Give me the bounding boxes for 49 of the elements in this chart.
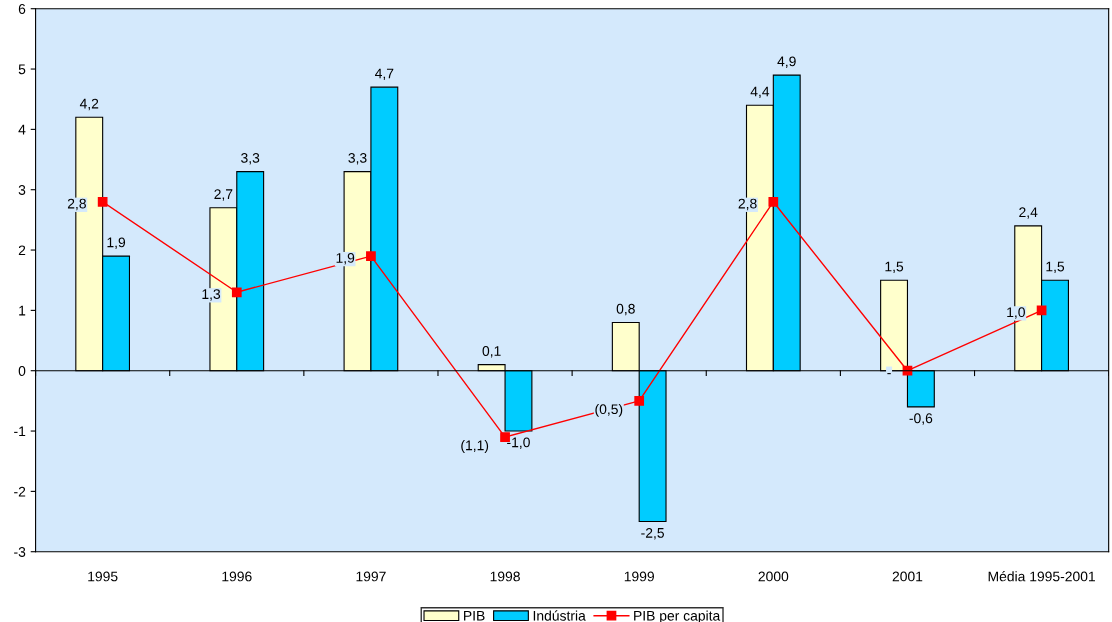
y-tick-label: 2 [18,245,26,256]
legend-label: PIB [464,611,485,621]
x-tick-label: 2001 [892,571,923,582]
x-tick-label: 1999 [624,571,654,582]
data-label: 3,3 [348,153,367,165]
data-label: 2,7 [214,189,233,201]
y-tick-label: 1 [19,305,26,316]
point [768,196,779,207]
data-label: -2,5 [641,527,664,540]
point [97,196,108,207]
data-label: 1,3 [202,289,221,301]
x-tick-label: Média 1995-2001 [988,571,1095,582]
data-label: 0,8 [616,303,635,316]
data-label: 2,8 [738,198,757,211]
data-label: -1,0 [507,437,530,449]
x-tick-label: 1998 [490,571,520,582]
data-label: 4,7 [375,68,394,80]
data-label: 4,2 [79,98,99,111]
x-tick-label: 1996 [222,571,252,582]
data-label: 4,4 [750,86,770,99]
data-label: 1,0 [1007,307,1025,319]
legend-label: Indústria [533,610,586,621]
data-label: -0,6 [909,413,933,425]
y-tick-label: 3 [18,185,26,195]
data-label: 4,9 [777,56,796,68]
data-label: 2,4 [1019,207,1038,219]
data-label: 3,3 [241,153,260,165]
data-label: 1,9 [336,252,355,265]
x-tick-label: 1995 [88,571,118,582]
point [366,251,376,261]
x-tick-label: 2000 [758,571,789,582]
y-tick-label: 4 [18,124,26,135]
data-label: 1,9 [107,237,126,249]
data-label: 0,1 [482,346,501,358]
y-tick-label: 6 [18,4,26,14]
y-tick-label: 0 [18,366,26,376]
y-tick-label: -2 [14,486,26,497]
data-label: 2,8 [67,198,86,211]
point [634,396,645,406]
point [231,287,242,298]
y-tick-label: -3 [14,547,26,557]
data-label: (0,5) [595,403,623,417]
x-tick-label: 1997 [356,571,386,582]
y-tick-label: -1 [14,426,26,437]
data-label: 1,5 [1046,261,1065,274]
data-label: - [887,373,891,375]
y-tick-label: 5 [18,64,26,75]
data-label: (1,1) [461,440,489,454]
data-label: 1,5 [885,261,904,274]
